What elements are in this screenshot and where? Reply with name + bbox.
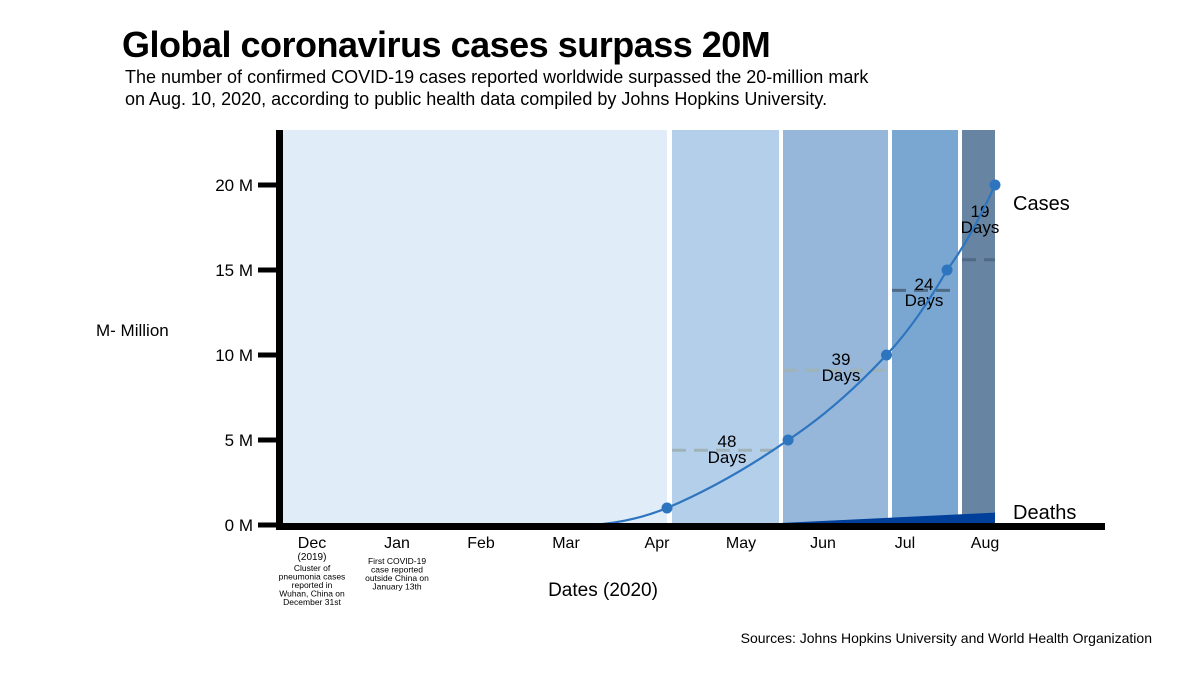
x-tick-label: Aug [971, 535, 999, 552]
interval-days-number: 48 [718, 432, 737, 451]
chart-title: Global coronavirus cases surpass 20M [122, 24, 771, 65]
cases-point [881, 349, 893, 361]
interval-days-number: 39 [832, 350, 851, 369]
y-tick [258, 522, 278, 528]
y-tick [258, 182, 278, 188]
interval-days-number: 24 [915, 275, 934, 294]
interval-band [892, 130, 958, 525]
x-tick-note: First COVID-19 [368, 556, 426, 566]
y-tick-label: 10 M [215, 346, 253, 365]
x-tick-note: January 13th [372, 582, 421, 592]
interval-days-unit: Days [905, 291, 944, 310]
x-tick-label: May [726, 535, 756, 552]
x-tick-sublabel: (2019) [298, 552, 327, 563]
interval-band [962, 130, 995, 525]
x-axis-label: Dates (2020) [548, 580, 658, 601]
y-axis-label: M- Million [96, 321, 169, 340]
y-tick-label: 20 M [215, 176, 253, 195]
series-label-cases: Cases [1013, 193, 1070, 215]
x-tick-label: Dec [298, 535, 326, 552]
interval-days-unit: Days [961, 218, 1000, 237]
subtitle-line: The number of confirmed COVID-19 cases r… [125, 67, 869, 87]
x-tick-note: Cluster of [294, 563, 331, 573]
y-tick [258, 352, 278, 358]
cases-point [989, 179, 1001, 191]
x-tick-label: Apr [645, 535, 671, 552]
x-tick-note: reported in [292, 580, 333, 590]
subtitle-line: on Aug. 10, 2020, according to public he… [125, 89, 828, 109]
interval-days-unit: Days [822, 366, 861, 385]
x-tick-note: outside China on [365, 573, 429, 583]
cases-point [941, 264, 953, 276]
y-tick [258, 267, 278, 273]
x-axis [276, 523, 1105, 530]
plot-background [283, 130, 667, 525]
interval-band [783, 130, 888, 525]
cases-point [661, 502, 673, 514]
interval-days-unit: Days [708, 448, 747, 467]
x-tick-note: pneumonia cases [279, 572, 346, 582]
x-tick-label: Feb [467, 535, 495, 552]
y-tick-label: 0 M [225, 516, 253, 535]
x-tick-note: case reported [371, 565, 423, 575]
x-tick-label: Mar [552, 535, 580, 552]
deaths-area [740, 512, 995, 525]
series-label-deaths: Deaths [1013, 502, 1076, 524]
y-tick-label: 15 M [215, 261, 253, 280]
y-tick-label: 5 M [225, 431, 253, 450]
x-tick-note: Wuhan, China on [279, 589, 345, 599]
x-tick-label: Jan [384, 535, 410, 552]
y-tick [258, 437, 278, 443]
x-tick-label: Jun [810, 535, 836, 552]
source-note: Sources: Johns Hopkins University and Wo… [740, 630, 1152, 646]
y-axis [276, 130, 283, 530]
x-tick-note: December 31st [283, 597, 341, 607]
cases-point [782, 434, 794, 446]
chart-subtitle: The number of confirmed COVID-19 cases r… [125, 66, 1025, 110]
x-tick-label: Jul [895, 535, 915, 552]
